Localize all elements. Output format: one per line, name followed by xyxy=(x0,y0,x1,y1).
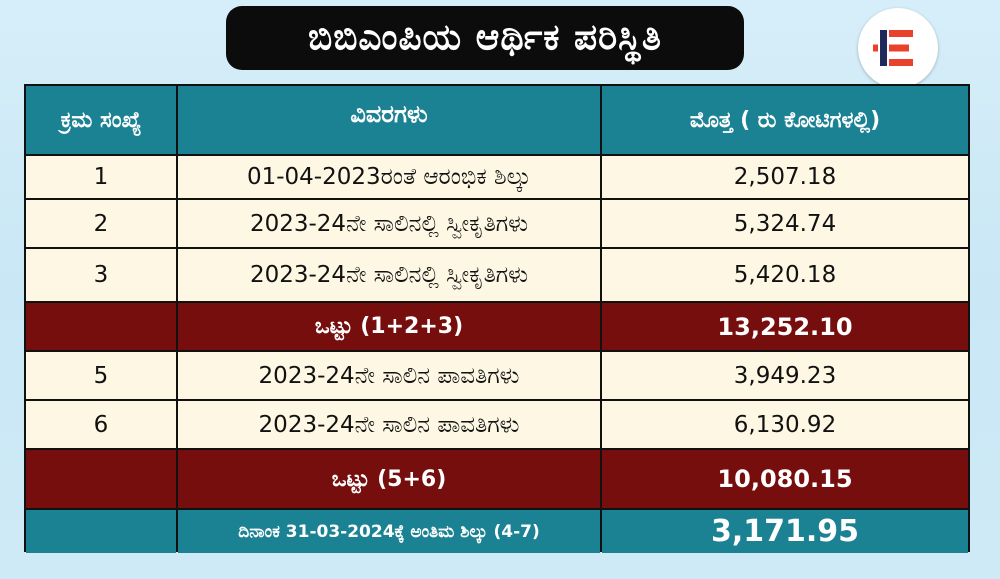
subtotal-1-label: ಒಟ್ಟು (1+2+3) xyxy=(178,303,600,350)
row-6-amount: 6,130.92 xyxy=(602,401,968,448)
column-header-serial: ಕ್ರಮ ಸಂಖ್ಯೆ xyxy=(26,86,176,154)
row-5-serial: 5 xyxy=(26,352,176,399)
row-5-amount: 3,949.23 xyxy=(602,352,968,399)
subtotal-2-label: ಒಟ್ಟು (5+6) xyxy=(178,450,600,508)
subtotal-2-serial xyxy=(26,450,176,508)
row-5-details: 2023-24ನೇ ಸಾಲಿನ ಪಾವತಿಗಳು xyxy=(178,352,600,399)
row-3-details: 2023-24ನೇ ಸಾಲಿನಲ್ಲಿ ಸ್ವೀಕೃತಿಗಳು xyxy=(178,249,600,301)
row-3-amount: 5,420.18 xyxy=(602,249,968,301)
row-1-details: 01-04-2023ರಂತೆ ಆರಂಭಿಕ ಶಿಲ್ಕು xyxy=(178,156,600,198)
row-2-details: 2023-24ನೇ ಸಾಲಿನಲ್ಲಿ ಸ್ವೀಕೃತಿಗಳು xyxy=(178,200,600,247)
row-1-amount: 2,507.18 xyxy=(602,156,968,198)
subtotal-2-amount: 10,080.15 xyxy=(602,450,968,508)
column-header-details: ವಿವರಗಳು xyxy=(178,86,600,154)
row-1-serial: 1 xyxy=(26,156,176,198)
closing-balance-serial xyxy=(26,510,176,553)
row-2-serial: 2 xyxy=(26,200,176,247)
closing-balance-label: ದಿನಾಂಕ 31-03-2024ಕ್ಕೆ ಅಂತಿಮ ಶಿಲ್ಕು (4-7) xyxy=(178,510,600,553)
subtotal-1-amount: 13,252.10 xyxy=(602,303,968,350)
subtotal-1-serial xyxy=(26,303,176,350)
row-6-serial: 6 xyxy=(26,401,176,448)
finance-table: ಕ್ರಮ ಸಂಖ್ಯೆ ವಿವರಗಳು ಮೊತ್ತ ( ರು ಕೋಟಿಗಳಲ್ಲ… xyxy=(24,84,970,553)
row-2-amount: 5,324.74 xyxy=(602,200,968,247)
row-3-serial: 3 xyxy=(26,249,176,301)
column-header-amount: ಮೊತ್ತ ( ರು ಕೋಟಿಗಳಲ್ಲಿ) xyxy=(602,86,968,154)
closing-balance-amount: 3,171.95 xyxy=(602,510,968,553)
row-6-details: 2023-24ನೇ ಸಾಲಿನ ಪಾವತಿಗಳು xyxy=(178,401,600,448)
page-title: ಬಿಬಿಎಂಪಿಯ ಆರ್ಥಿಕ ಪರಿಸ್ಥಿತಿ xyxy=(226,6,744,70)
brand-e-logo-icon xyxy=(858,8,938,88)
